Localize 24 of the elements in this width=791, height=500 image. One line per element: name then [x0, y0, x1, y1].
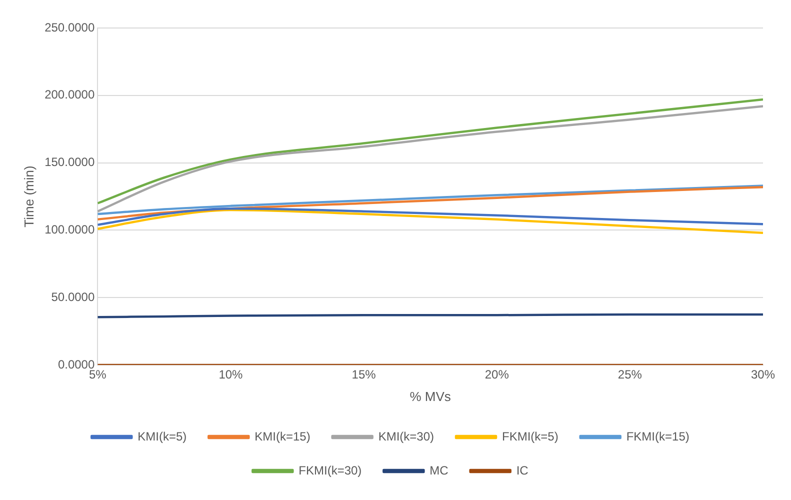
y-axis-title: Time (min) — [21, 166, 36, 228]
legend-label: FKMI(k=5) — [502, 429, 558, 444]
legend-label: KMI(k=30) — [378, 429, 434, 444]
legend-label: KMI(k=15) — [254, 429, 310, 444]
legend-label: KMI(k=5) — [138, 429, 187, 444]
legend-label: FKMI(k=15) — [626, 429, 690, 444]
x-tick-label: 20% — [484, 368, 510, 382]
line-series — [98, 184, 763, 216]
y-tick-label: 200.0000 — [44, 88, 95, 102]
x-tick-label: 15% — [352, 368, 376, 382]
legend-label: FKMI(k=30) — [298, 463, 362, 478]
legend-label: IC — [516, 463, 529, 478]
legend-label: MC — [430, 463, 449, 478]
y-tick-label: 250.0000 — [44, 20, 95, 34]
x-axis-title: % MVs — [410, 388, 452, 404]
x-tick-label: 10% — [218, 368, 244, 382]
x-tick-label: 25% — [618, 368, 642, 382]
line-series — [98, 208, 763, 234]
y-tick-label: 50.0000 — [51, 290, 95, 304]
y-tick-label: 100.0000 — [44, 222, 95, 237]
x-tick-label: 30% — [750, 368, 776, 382]
y-tick-label: 150.0000 — [44, 155, 95, 170]
line-series — [98, 208, 763, 226]
line-series — [98, 186, 763, 221]
